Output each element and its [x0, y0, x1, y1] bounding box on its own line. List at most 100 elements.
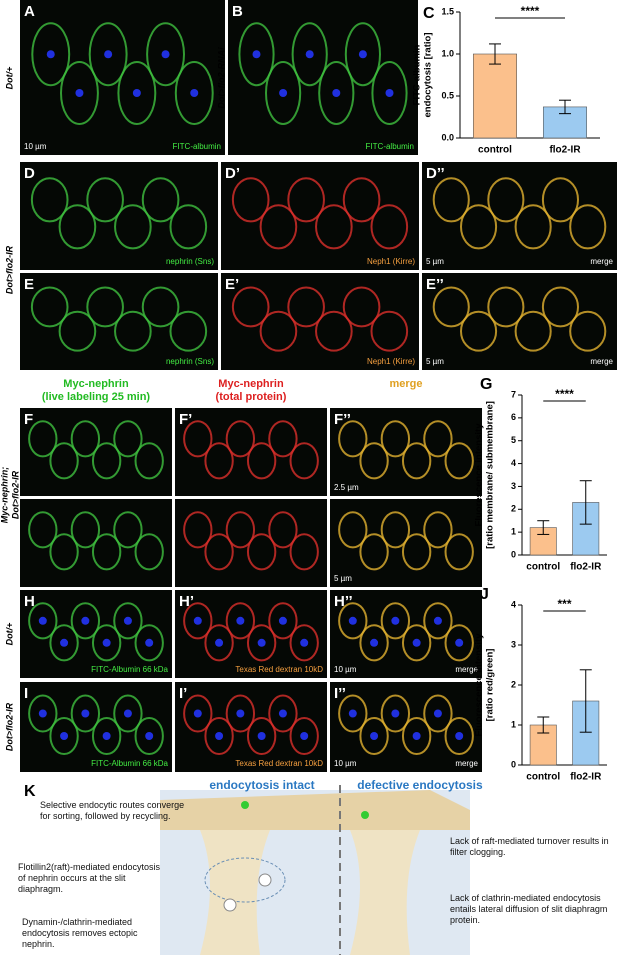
y-tick-label: 0.5	[441, 90, 454, 100]
cell-outline	[49, 442, 79, 480]
cell-outline	[318, 61, 355, 125]
nucleus	[358, 50, 367, 59]
cell-outline	[70, 420, 101, 458]
panel-label: D’’	[426, 165, 445, 182]
cell-outline	[88, 22, 128, 87]
x-tick-label: control	[526, 772, 560, 783]
foot-process	[200, 830, 270, 955]
image-bg	[330, 408, 482, 496]
cell-outline	[204, 717, 234, 755]
y-axis-label: [ratio membrane/ submembrane]	[485, 401, 496, 549]
x-tick-label: flo2-IR	[570, 772, 602, 783]
micrograph	[330, 499, 482, 587]
y-axis-label: Fluorescence intensity	[474, 423, 485, 527]
cell-outline	[49, 717, 79, 755]
nucleus	[60, 638, 69, 647]
cell-outline	[49, 624, 79, 662]
nucleus	[370, 638, 379, 647]
image-bg	[330, 590, 482, 678]
cell-outline	[134, 717, 164, 755]
cell-outline	[31, 22, 71, 87]
cell-outline	[514, 310, 552, 352]
cell-outline	[344, 22, 381, 87]
genotype-label: Dot>flo2-IR	[4, 702, 14, 751]
nucleus	[305, 50, 314, 59]
significance: ****	[521, 4, 540, 18]
column-header: Myc-nephrin	[63, 378, 129, 390]
x-tick-label: flo2-IR	[570, 562, 602, 573]
nucleus	[300, 638, 309, 647]
micrograph	[175, 408, 327, 496]
nucleus	[348, 709, 357, 718]
panel-label: K	[24, 783, 36, 800]
micrograph	[330, 682, 482, 772]
image-caption: 5 µm	[426, 357, 444, 366]
cell-outline	[289, 717, 319, 755]
cell-outline	[359, 624, 389, 662]
image-bg	[175, 408, 327, 496]
image-caption: merge	[590, 357, 613, 366]
image-caption: Neph1 (Kirre)	[367, 257, 415, 266]
image-caption: Texas Red dextran 10kD	[235, 665, 323, 674]
cell-outline	[487, 177, 525, 223]
cell-outline	[225, 694, 256, 733]
cell-outline	[265, 61, 302, 125]
cell-outline	[58, 204, 97, 250]
cell-outline	[113, 694, 143, 733]
micrograph	[228, 0, 418, 155]
genotype-label: Dot>flo2-IR	[10, 470, 20, 519]
nucleus	[193, 616, 202, 625]
cell-outline	[246, 442, 277, 480]
cell-outline	[113, 602, 143, 640]
nucleus	[215, 638, 224, 647]
nucleus	[391, 709, 400, 718]
cell-outline	[289, 442, 319, 480]
cell-outline	[359, 717, 389, 755]
nucleus	[236, 616, 245, 625]
significance: ***	[557, 597, 571, 611]
image-bg	[175, 499, 327, 587]
cell-outline	[268, 602, 298, 640]
cell-outline	[359, 442, 389, 480]
column-header: merge	[389, 378, 422, 390]
cell-outline	[58, 310, 97, 352]
micrograph	[221, 273, 419, 370]
cell-outline	[268, 511, 298, 549]
cell-outline	[423, 511, 453, 549]
cell-outline	[91, 624, 122, 662]
cell-outline	[259, 204, 298, 250]
bar	[472, 53, 517, 139]
panel-label: I	[24, 685, 28, 702]
y-tick-label: 1.0	[441, 48, 454, 58]
nucleus	[278, 709, 287, 718]
micrograph	[221, 162, 419, 270]
panel-label: G	[480, 376, 492, 393]
nucleus	[300, 732, 309, 740]
micrograph	[20, 682, 172, 772]
diagram-note: Flotillin2(raft)-mediated endocytosis of…	[18, 862, 161, 894]
nucleus	[104, 50, 113, 59]
nucleus	[81, 709, 90, 718]
cell-outline	[86, 286, 124, 328]
cell-outline	[141, 286, 180, 328]
diagram-note: Selective endocytic routes converge for …	[40, 800, 185, 821]
cell-outline	[183, 511, 213, 549]
micrograph	[175, 682, 327, 772]
nucleus	[257, 638, 266, 647]
cell-outline	[338, 420, 368, 458]
image-bg	[175, 590, 327, 678]
image-bg	[330, 682, 482, 772]
image-caption: 5 µm	[426, 257, 444, 266]
x-tick-label: control	[478, 145, 512, 156]
image-caption: FITC-Albumin 66 kDa	[91, 665, 168, 674]
cell-outline	[183, 420, 213, 458]
cell-outline	[487, 286, 525, 328]
y-tick-label: 1	[511, 527, 516, 537]
genotype-label: Dot/+	[4, 66, 14, 89]
x-tick-label: flo2-IR	[549, 145, 581, 156]
nucleus	[252, 50, 261, 59]
cell-outline	[423, 694, 453, 733]
y-tick-label: 1.5	[441, 6, 454, 16]
nucleus	[412, 638, 421, 647]
